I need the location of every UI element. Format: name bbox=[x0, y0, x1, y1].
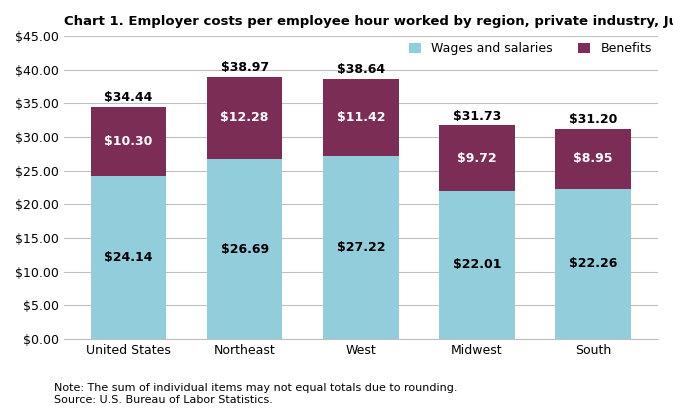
Text: $11.42: $11.42 bbox=[336, 111, 385, 124]
Text: $38.97: $38.97 bbox=[221, 61, 269, 74]
Bar bbox=[207, 159, 283, 339]
Text: $10.30: $10.30 bbox=[104, 135, 153, 148]
Bar bbox=[323, 79, 398, 156]
Text: $34.44: $34.44 bbox=[104, 91, 153, 104]
Legend: Wages and salaries, Benefits: Wages and salaries, Benefits bbox=[409, 43, 651, 55]
Text: $31.73: $31.73 bbox=[453, 110, 501, 123]
Bar bbox=[439, 191, 515, 339]
Text: $12.28: $12.28 bbox=[221, 112, 269, 124]
Bar bbox=[323, 156, 398, 339]
Bar bbox=[91, 107, 166, 176]
Text: Note: The sum of individual items may not equal totals due to rounding.
Source: : Note: The sum of individual items may no… bbox=[54, 383, 458, 405]
Text: $22.26: $22.26 bbox=[569, 257, 617, 271]
Bar bbox=[555, 129, 631, 189]
Text: $22.01: $22.01 bbox=[453, 258, 501, 271]
Text: $26.69: $26.69 bbox=[221, 242, 269, 256]
Bar bbox=[439, 126, 515, 191]
Text: Chart 1. Employer costs per employee hour worked by region, private industry, Ju: Chart 1. Employer costs per employee hou… bbox=[64, 15, 673, 28]
Bar bbox=[207, 77, 283, 159]
Bar bbox=[555, 189, 631, 339]
Bar bbox=[91, 176, 166, 339]
Text: $9.72: $9.72 bbox=[457, 152, 497, 164]
Text: $31.20: $31.20 bbox=[569, 113, 617, 126]
Text: $8.95: $8.95 bbox=[573, 152, 613, 166]
Text: $38.64: $38.64 bbox=[336, 63, 385, 76]
Text: $24.14: $24.14 bbox=[104, 251, 153, 264]
Text: $27.22: $27.22 bbox=[336, 241, 385, 254]
